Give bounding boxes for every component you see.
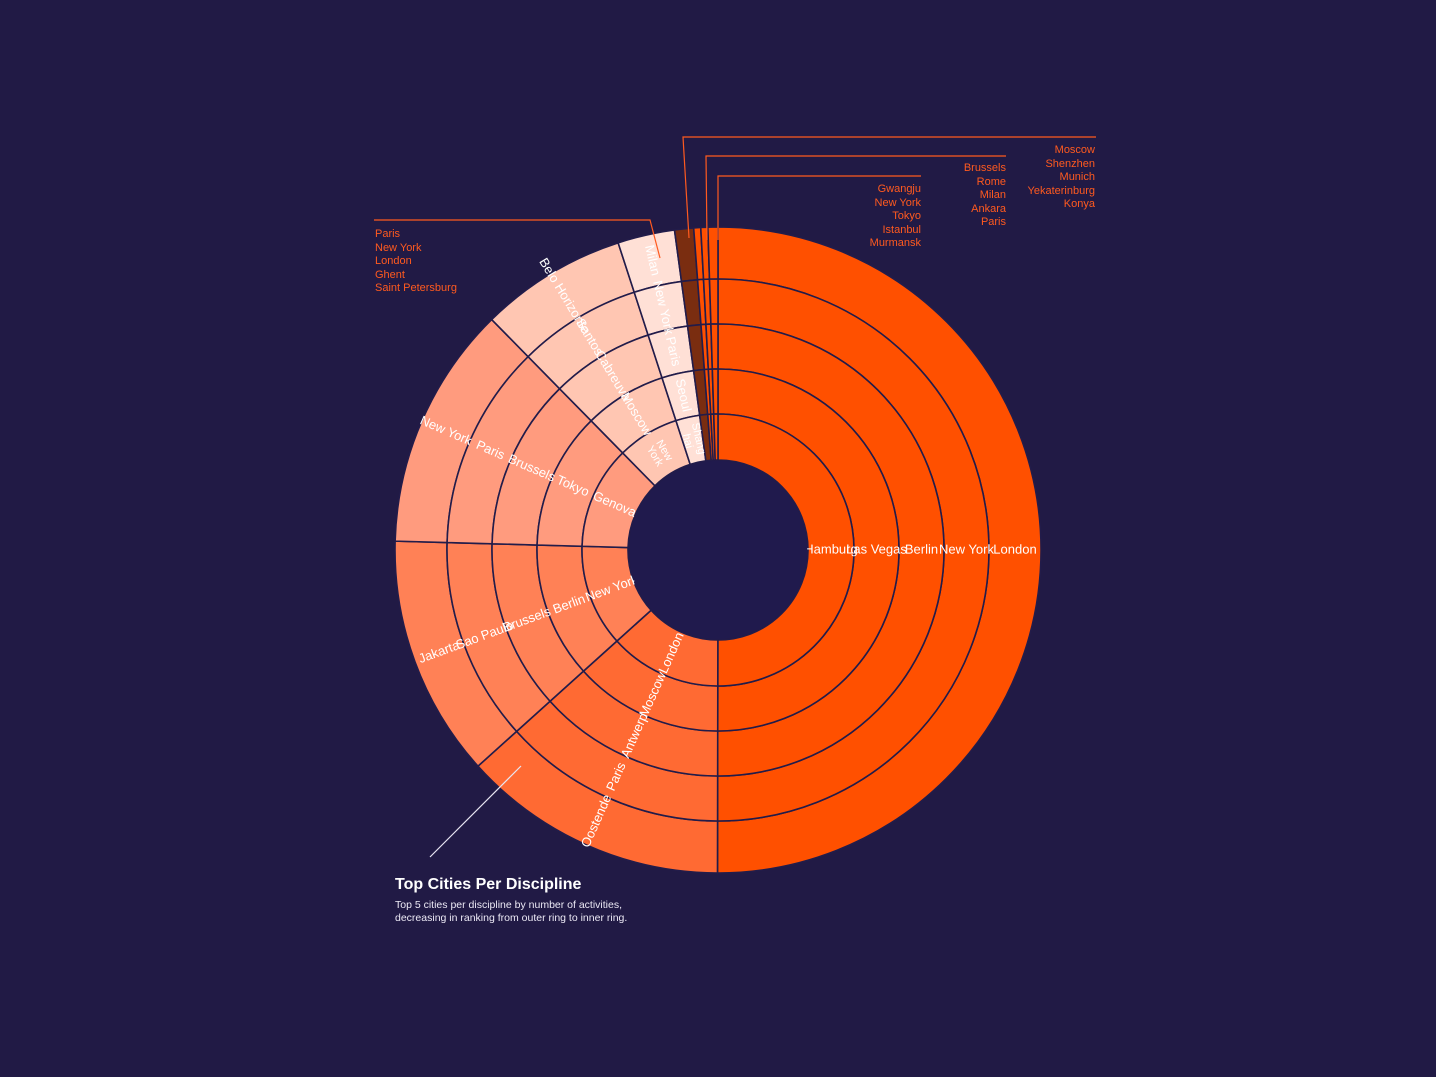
segment-label: London — [993, 542, 1036, 557]
callout-city: Munich — [1059, 171, 1095, 183]
segment-label: New York — [939, 542, 994, 557]
chart-title: Top Cities Per Discipline — [395, 876, 582, 893]
subtitle-line: decreasing in ranking from outer ring to… — [395, 912, 628, 924]
callout-sliver-3: Gwangju New York Tokyo Istanbul Murmansk — [821, 183, 921, 251]
callout-city: Saint Petersburg — [375, 282, 457, 294]
callout-city: New York — [874, 196, 921, 209]
callout-city: Ghent — [375, 268, 405, 281]
sunburst-segment — [707, 226, 719, 280]
sunburst-segment — [708, 278, 719, 325]
callout-sliver-1: Moscow Shenzhen Munich Yekaterinburg Kon… — [995, 144, 1095, 212]
segment-label: Seoul — [673, 377, 695, 413]
callout-city: Moscow — [1054, 144, 1095, 156]
callout-sliver-2: Brussels Rome Milan Ankara Paris — [906, 162, 1006, 230]
sunburst-segment — [712, 413, 719, 461]
callout-city: Istanbul — [882, 223, 921, 236]
callout-city: Tokyo — [892, 210, 921, 222]
callout-city: London — [375, 255, 412, 267]
callout-city: Konya — [1063, 198, 1095, 210]
segment-label: Las Vegas — [846, 542, 907, 557]
callout-city: Gwangju — [877, 183, 921, 195]
segment-label: Hamburg — [804, 542, 857, 557]
callout-lines — [374, 136, 1096, 259]
chart-subtitle: Top 5 cities per discipline by number of… — [395, 899, 715, 925]
sunburst-segment — [711, 368, 719, 415]
subtitle-line: Top 5 cities per discipline by number of… — [395, 899, 623, 911]
callout-city: Yekaterinburg — [1027, 184, 1095, 197]
callout-city: Rome — [976, 175, 1006, 188]
callout-city: Milan — [979, 189, 1006, 201]
callout-dark-segment: Paris New York London Ghent Saint Peters… — [375, 228, 457, 296]
callout-city: Paris — [375, 228, 401, 240]
callout-city: Paris — [980, 216, 1006, 228]
segments — [394, 226, 1042, 874]
center-hole — [628, 460, 808, 640]
segment-label: Berlin — [905, 542, 938, 557]
chart-caption: Top Cities Per Discipline Top 5 cities p… — [395, 876, 715, 925]
callout-city: Murmansk — [869, 237, 921, 249]
sunburst-segment — [716, 413, 855, 687]
sunburst-segment — [710, 323, 719, 370]
callout-city: Shenzhen — [1045, 157, 1095, 170]
callout-city: Ankara — [971, 202, 1006, 215]
callout-city: Brussels — [963, 162, 1006, 174]
segment-label: Paris — [663, 335, 684, 368]
caption-pointer-line — [429, 765, 522, 858]
segment-label: Shanghai — [678, 422, 708, 458]
callout-city: New York — [375, 241, 422, 254]
